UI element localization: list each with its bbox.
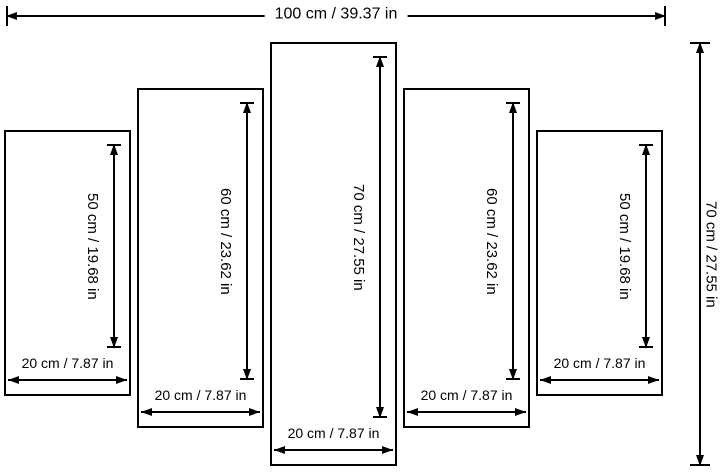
dimension-line [274, 449, 393, 451]
arrowhead-up-icon [642, 144, 650, 155]
panel-5: 50 cm / 19.68 in 20 cm / 7.87 in [536, 130, 663, 396]
arrowhead-up-icon [696, 42, 704, 53]
dimension-line [512, 102, 514, 380]
panel-2-height-label-wrap: 60 cm / 23.62 in [143, 102, 234, 380]
panel-1: 50 cm / 19.68 in 20 cm / 7.87 in [4, 130, 131, 396]
overall-width-dimension: 100 cm / 39.37 in [6, 5, 666, 26]
panel-1-height-label: 50 cm / 19.68 in [84, 192, 101, 300]
arrowhead-up-icon [376, 56, 384, 67]
panel-3-width-label: 20 cm / 7.87 in [287, 425, 380, 441]
panel-1-width-label: 20 cm / 7.87 in [21, 355, 114, 371]
panel-3-width-arrow [274, 444, 393, 456]
panel-3: 70 cm / 27.55 in 20 cm / 7.87 in [270, 42, 397, 466]
overall-height-dimension [690, 42, 710, 466]
dimension-line [407, 411, 526, 413]
dimension-line [699, 42, 701, 466]
panel-4: 60 cm / 23.62 in 20 cm / 7.87 in [403, 88, 530, 428]
panel-1-height-label-wrap: 50 cm / 19.68 in [10, 144, 101, 348]
arrowhead-down-icon [376, 407, 384, 418]
arrowhead-left-icon [407, 408, 418, 416]
panel-4-height-label: 60 cm / 23.62 in [483, 187, 500, 295]
panel-5-width-arrow [540, 374, 659, 386]
arrowhead-up-icon [110, 144, 118, 155]
panel-2-width-arrow [141, 406, 260, 418]
panel-4-width-label: 20 cm / 7.87 in [420, 387, 513, 403]
panel-3-height-label-wrap: 70 cm / 27.55 in [276, 56, 367, 418]
panel-5-height-label-wrap: 50 cm / 19.68 in [542, 144, 633, 348]
panel-1-width-arrow [8, 374, 127, 386]
panel-2: 60 cm / 23.62 in 20 cm / 7.87 in [137, 88, 264, 428]
panel-1-height-arrow [107, 144, 121, 348]
panel-3-height-arrow [373, 56, 387, 418]
arrowhead-up-icon [243, 102, 251, 113]
dimension-line [141, 411, 260, 413]
arrowhead-right-icon [655, 12, 666, 20]
arrowhead-left-icon [274, 446, 285, 454]
dimension-line [379, 56, 381, 418]
arrowhead-left-icon [141, 408, 152, 416]
overall-width-label: 100 cm / 39.37 in [264, 5, 408, 24]
arrowhead-left-icon [8, 376, 19, 384]
dimension-line [540, 379, 659, 381]
arrowhead-left-icon [540, 376, 551, 384]
panel-4-height-arrow [506, 102, 520, 380]
panel-5-height-arrow [639, 144, 653, 348]
arrowhead-left-icon [6, 12, 17, 20]
dimension-line [645, 144, 647, 348]
arrowhead-down-icon [110, 337, 118, 348]
panel-3-height-label: 70 cm / 27.55 in [350, 183, 367, 291]
arrowhead-right-icon [382, 446, 393, 454]
dimension-line [113, 144, 115, 348]
arrowhead-down-icon [243, 369, 251, 380]
panel-5-height-label: 50 cm / 19.68 in [616, 192, 633, 300]
panel-2-height-arrow [240, 102, 254, 380]
panel-4-height-label-wrap: 60 cm / 23.62 in [409, 102, 500, 380]
dimension-line [246, 102, 248, 380]
arrowhead-right-icon [116, 376, 127, 384]
arrowhead-right-icon [515, 408, 526, 416]
arrowhead-right-icon [648, 376, 659, 384]
overall-height-label: 70 cm / 27.55 in [702, 200, 720, 308]
arrowhead-down-icon [696, 455, 704, 466]
arrowhead-right-icon [249, 408, 260, 416]
arrowhead-down-icon [509, 369, 517, 380]
panel-4-width-arrow [407, 406, 526, 418]
arrowhead-down-icon [642, 337, 650, 348]
panel-2-height-label: 60 cm / 23.62 in [217, 187, 234, 295]
dimension-line [8, 379, 127, 381]
panel-5-width-label: 20 cm / 7.87 in [553, 355, 646, 371]
overall-height-label-wrap: 70 cm / 27.55 in [702, 42, 720, 466]
arrowhead-up-icon [509, 102, 517, 113]
panel-2-width-label: 20 cm / 7.87 in [154, 387, 247, 403]
